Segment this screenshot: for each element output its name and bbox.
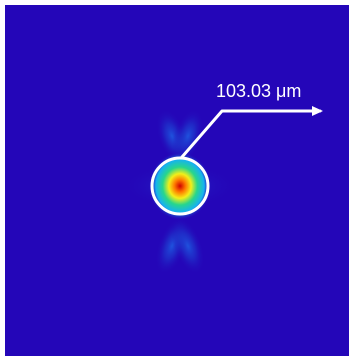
measurement-leader-line [180,109,322,159]
beam-diameter-circle [150,156,210,216]
beam-spot [149,152,211,220]
measurement-arrowhead [312,106,323,116]
beam-diameter-label: 103.03 μm [216,81,302,101]
lower-right-diffraction-halo [171,217,205,275]
upper-right-diffraction-halo [172,109,204,163]
